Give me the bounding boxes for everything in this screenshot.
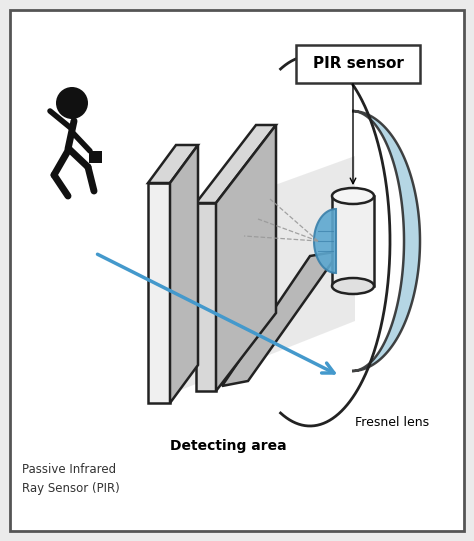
Polygon shape xyxy=(170,145,198,403)
Polygon shape xyxy=(148,156,355,403)
Polygon shape xyxy=(196,203,216,391)
Polygon shape xyxy=(196,125,276,203)
Text: Passive Infrared
Ray Sensor (PIR): Passive Infrared Ray Sensor (PIR) xyxy=(22,463,120,495)
Ellipse shape xyxy=(332,278,374,294)
FancyBboxPatch shape xyxy=(296,45,420,83)
Polygon shape xyxy=(148,183,170,403)
Text: Fresnel lens: Fresnel lens xyxy=(355,417,429,430)
Polygon shape xyxy=(89,151,102,163)
Polygon shape xyxy=(148,145,198,183)
Polygon shape xyxy=(352,111,420,371)
Bar xyxy=(332,196,374,286)
Circle shape xyxy=(56,87,88,119)
Ellipse shape xyxy=(332,188,374,204)
Text: Detecting area: Detecting area xyxy=(170,439,286,453)
Polygon shape xyxy=(314,209,336,273)
Polygon shape xyxy=(216,125,276,391)
Text: PIR sensor: PIR sensor xyxy=(312,56,403,71)
Polygon shape xyxy=(222,251,340,386)
